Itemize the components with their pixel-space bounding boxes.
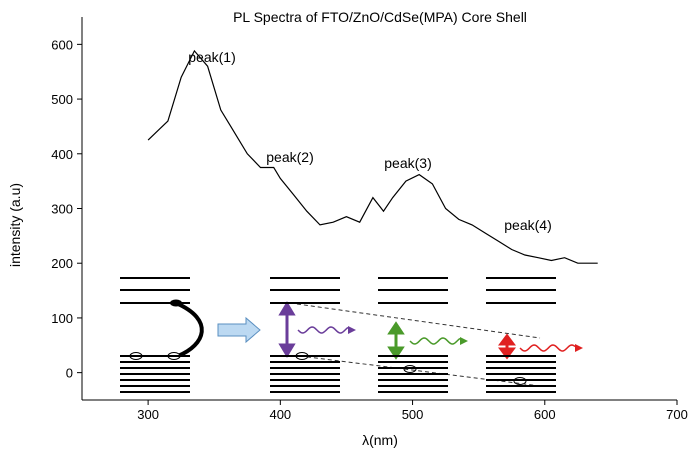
chart-title: PL Spectra of FTO/ZnO/CdSe(MPA) Core She… — [233, 9, 527, 25]
block-arrow — [217, 316, 261, 344]
arrow-purple — [278, 301, 296, 358]
x-tick-label: 300 — [137, 407, 159, 422]
emission-wave-head — [348, 326, 356, 334]
emission-wave — [519, 344, 576, 352]
spectrum-line — [147, 49, 598, 264]
y-tick-label: 0 — [66, 366, 73, 381]
arrow-red — [498, 333, 516, 360]
energy-diagram — [120, 277, 583, 393]
peak-label: peak(4) — [504, 217, 551, 233]
y-tick-label: 200 — [51, 256, 73, 271]
x-tick-label: 600 — [534, 407, 556, 422]
transition-curve — [175, 301, 204, 358]
x-tick-label: 400 — [269, 407, 291, 422]
y-tick-label: 300 — [51, 202, 73, 217]
dash-line — [299, 355, 541, 387]
y-axis-label: intensity (a.u) — [7, 183, 23, 267]
emission-wave-head — [575, 344, 583, 352]
peak-label: peak(3) — [384, 155, 431, 171]
x-tick-label: 500 — [402, 407, 424, 422]
dash-line — [289, 302, 541, 339]
y-tick-label: 100 — [51, 311, 73, 326]
arrow-green — [387, 321, 405, 360]
peak-label: peak(2) — [266, 149, 313, 165]
y-tick-label: 500 — [51, 92, 73, 107]
y-tick-label: 600 — [51, 37, 73, 52]
y-tick-label: 400 — [51, 147, 73, 162]
peak-label: peak(1) — [188, 49, 235, 65]
emission-wave — [409, 337, 461, 345]
x-axis-label: λ(nm) — [362, 432, 398, 448]
emission-wave — [297, 326, 349, 334]
emission-wave-head — [460, 337, 468, 345]
x-tick-label: 700 — [666, 407, 688, 422]
